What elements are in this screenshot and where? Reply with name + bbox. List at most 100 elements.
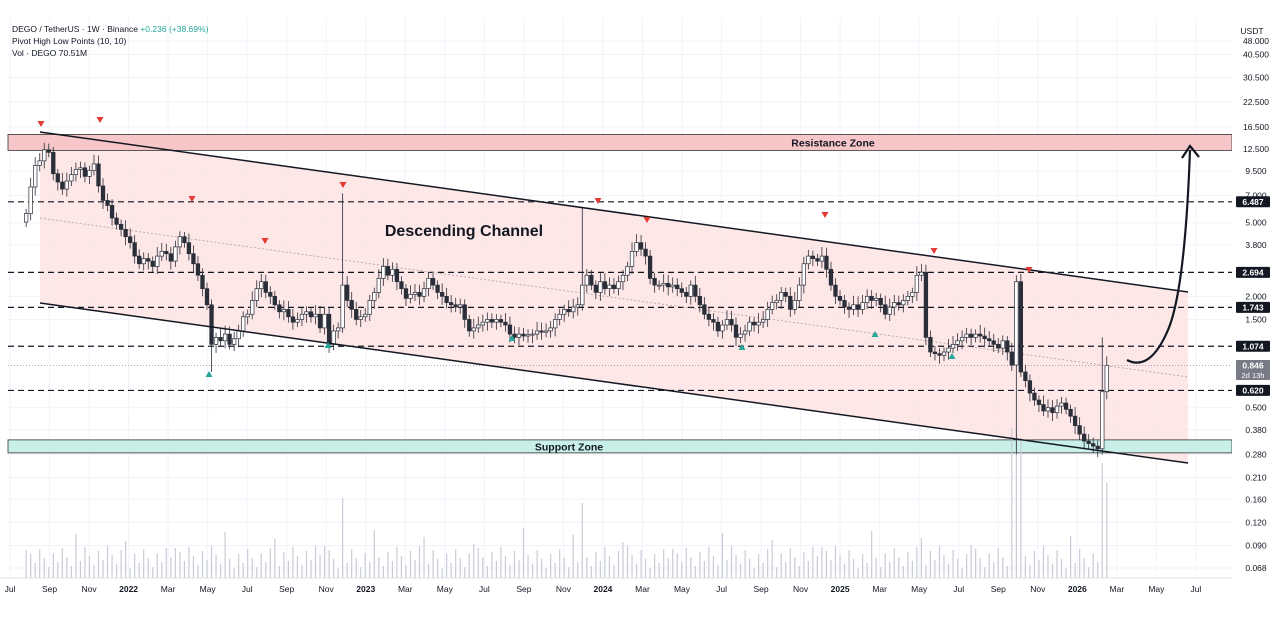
- volume-bar: [305, 551, 308, 578]
- volume-bar: [1088, 567, 1090, 578]
- volume-bar: [889, 562, 891, 578]
- candle: [1086, 440, 1091, 444]
- candle: [693, 284, 698, 297]
- candle: [109, 205, 115, 219]
- volume-bar: [717, 565, 719, 578]
- volume-bar: [278, 566, 280, 578]
- volume-bar: [997, 548, 999, 578]
- y-tick-label: 40.500: [1243, 50, 1269, 60]
- x-tick-label: Jul: [5, 584, 16, 594]
- candle: [878, 298, 883, 306]
- volume-bar: [563, 558, 565, 578]
- candle: [760, 319, 766, 323]
- candle: [218, 337, 223, 342]
- candle: [1059, 402, 1064, 407]
- candle: [521, 333, 526, 337]
- candle: [191, 253, 196, 265]
- volume-bar: [314, 546, 317, 578]
- candle: [489, 319, 495, 323]
- candle: [629, 251, 635, 267]
- volume-bar: [536, 550, 538, 578]
- candle: [55, 173, 60, 183]
- volume-bar: [188, 547, 190, 578]
- volume-bar: [975, 549, 977, 578]
- candle: [123, 229, 128, 238]
- volume-bar: [839, 555, 841, 578]
- candle: [512, 333, 517, 338]
- volume-bar: [197, 565, 199, 578]
- candle: [23, 213, 29, 223]
- volume-bar: [970, 545, 972, 578]
- y-tick-label: 0.210: [1245, 472, 1267, 482]
- volume-bar: [369, 562, 371, 578]
- candle: [525, 334, 531, 337]
- candle: [892, 302, 897, 308]
- volume-bar: [66, 557, 68, 578]
- volume-bar: [75, 534, 77, 578]
- pivot-high-marker: [594, 198, 602, 204]
- volume-bar: [726, 560, 728, 578]
- candle: [923, 271, 929, 338]
- candle: [824, 255, 829, 270]
- volume-bar: [427, 564, 430, 578]
- volume-bar: [292, 547, 294, 578]
- volume-bar: [663, 549, 665, 578]
- candle: [575, 304, 580, 308]
- y-tick-label: 7.000: [1245, 191, 1267, 201]
- volume-bar: [238, 554, 240, 578]
- volume-bar: [219, 564, 222, 578]
- volume-bar: [907, 552, 909, 578]
- volume-bar: [106, 546, 109, 578]
- support-zone-label: Support Zone: [535, 441, 603, 453]
- candle: [941, 351, 947, 356]
- candle: [562, 309, 567, 315]
- volume-bar: [25, 550, 27, 578]
- volume-bar: [333, 559, 335, 578]
- volume-bar: [509, 565, 511, 578]
- volume-bar: [956, 559, 959, 578]
- candle: [439, 292, 445, 297]
- candle: [295, 319, 300, 323]
- volume-bar: [672, 549, 674, 578]
- candle: [222, 333, 228, 342]
- volume-bar: [1020, 438, 1022, 578]
- volume-bar: [1106, 483, 1108, 578]
- candle: [738, 333, 743, 338]
- candle: [195, 263, 201, 276]
- volume-bar: [753, 568, 755, 578]
- price-tag: [1236, 301, 1270, 313]
- candle: [403, 288, 409, 299]
- candle: [507, 324, 513, 335]
- candle: [263, 281, 268, 293]
- volume-bar: [938, 546, 941, 578]
- candle: [869, 295, 874, 301]
- candle: [968, 333, 974, 338]
- candle: [729, 319, 734, 326]
- volume-bar: [617, 551, 620, 578]
- volume-bar: [1051, 564, 1054, 578]
- candle: [625, 266, 630, 276]
- volume-bar: [586, 557, 588, 578]
- volume-bar: [807, 561, 809, 578]
- candle: [1068, 408, 1073, 417]
- x-tick-label: Sep: [991, 584, 1006, 594]
- pivot-high-marker: [96, 117, 104, 123]
- volume-bar: [1006, 566, 1008, 578]
- volume-bar: [513, 551, 516, 578]
- volume-bar: [893, 548, 895, 578]
- volume-bar: [418, 546, 421, 578]
- volume-bar: [455, 549, 457, 578]
- candle: [277, 304, 282, 313]
- volume-bar: [518, 560, 520, 578]
- candle: [1018, 281, 1024, 373]
- x-tick-label: Jul: [953, 584, 964, 594]
- volume-bar: [572, 535, 574, 578]
- candle: [259, 281, 264, 290]
- volume-bar: [604, 547, 606, 578]
- candle: [697, 295, 702, 306]
- price-axis-bg: [1232, 0, 1280, 639]
- y-tick-label: 48.000: [1243, 36, 1269, 46]
- price-tag: [1236, 359, 1270, 380]
- volume-bar: [482, 557, 484, 578]
